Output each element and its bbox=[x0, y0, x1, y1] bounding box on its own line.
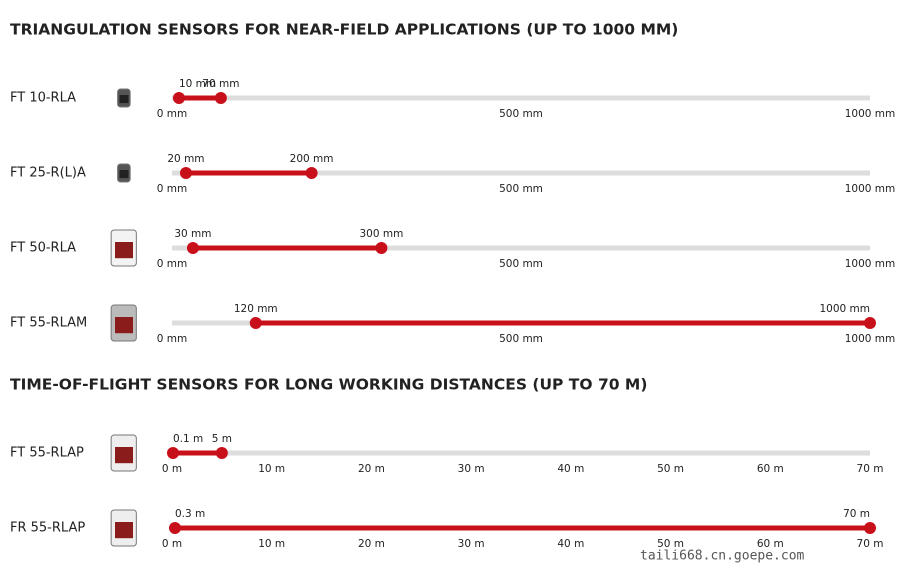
watermark: taili668.cn.goepe.com bbox=[640, 549, 805, 564]
product-lens bbox=[115, 522, 133, 539]
tick-label: 70 m bbox=[857, 463, 884, 475]
track bbox=[172, 245, 870, 251]
track bbox=[172, 450, 870, 456]
range-handle bbox=[172, 92, 185, 104]
product-image bbox=[110, 434, 137, 472]
sensor-name: FT 50-RLA bbox=[10, 241, 76, 256]
range-fill bbox=[185, 170, 312, 176]
range-fill bbox=[174, 525, 870, 531]
product-lens bbox=[115, 447, 133, 464]
range-label: 20 mm bbox=[167, 153, 204, 165]
section-title: TRIANGULATION SENSORS FOR NEAR-FIELD APP… bbox=[10, 21, 678, 39]
tick-label: 0 mm bbox=[157, 183, 187, 195]
tick-label: 60 m bbox=[757, 538, 784, 550]
tick-label: 0 mm bbox=[157, 108, 187, 120]
sensor-name: FT 25-R(L)A bbox=[10, 166, 86, 181]
tick-label: 20 m bbox=[358, 463, 385, 475]
range-label: 5 m bbox=[212, 433, 232, 445]
range-label: 10 mm bbox=[179, 78, 216, 90]
tick-label: 50 m bbox=[657, 538, 684, 550]
range-label: 70 m bbox=[843, 508, 870, 520]
tick-label: 40 m bbox=[557, 538, 584, 550]
range-handle bbox=[179, 167, 192, 179]
range-fill bbox=[255, 320, 870, 326]
tick-label: 0 mm bbox=[157, 333, 187, 345]
tick-label: 30 m bbox=[458, 463, 485, 475]
range-handle bbox=[186, 242, 199, 254]
tick-label: 500 mm bbox=[499, 183, 543, 195]
tick-label: 0 mm bbox=[157, 258, 187, 270]
range-handle bbox=[214, 92, 227, 104]
track bbox=[172, 170, 870, 176]
product-lens bbox=[119, 170, 129, 179]
product-image bbox=[110, 304, 137, 342]
tick-label: 0 m bbox=[162, 538, 182, 550]
tick-label: 1000 mm bbox=[845, 183, 896, 195]
range-label: 120 mm bbox=[234, 303, 278, 315]
range-handle bbox=[375, 242, 388, 254]
tick-label: 1000 mm bbox=[845, 333, 896, 345]
product-lens bbox=[119, 95, 129, 104]
tick-label: 500 mm bbox=[499, 108, 543, 120]
track bbox=[172, 95, 870, 101]
tick-label: 1000 mm bbox=[845, 108, 896, 120]
tick-label: 20 m bbox=[358, 538, 385, 550]
tick-label: 0 m bbox=[162, 463, 182, 475]
range-label: 200 mm bbox=[290, 153, 334, 165]
tick-label: 500 mm bbox=[499, 333, 543, 345]
range-label: 300 mm bbox=[359, 228, 403, 240]
range-handle bbox=[864, 317, 876, 329]
sensor-name: FR 55-RLAP bbox=[10, 521, 85, 536]
range-fill bbox=[178, 95, 221, 101]
sensor-name: FT 55-RLAP bbox=[10, 446, 84, 461]
range-label: 70 mm bbox=[202, 78, 239, 90]
tick-label: 1000 mm bbox=[845, 258, 896, 270]
range-label: 30 mm bbox=[174, 228, 211, 240]
tick-label: 70 m bbox=[857, 538, 884, 550]
range-label: 0.3 m bbox=[175, 508, 205, 520]
range-handle bbox=[249, 317, 262, 329]
sensor-name: FT 10-RLA bbox=[10, 91, 76, 106]
product-image bbox=[117, 163, 131, 183]
section-title: TIME-OF-FLIGHT SENSORS FOR LONG WORKING … bbox=[10, 376, 647, 394]
sensor-name: FT 55-RLAM bbox=[10, 316, 87, 331]
range-handle bbox=[215, 447, 228, 459]
tick-label: 10 m bbox=[258, 538, 285, 550]
tick-label: 30 m bbox=[458, 538, 485, 550]
tick-label: 500 mm bbox=[499, 258, 543, 270]
range-label: 0.1 m bbox=[173, 433, 203, 445]
range-fill bbox=[172, 450, 222, 456]
tick-label: 60 m bbox=[757, 463, 784, 475]
product-image bbox=[117, 88, 131, 108]
tick-label: 40 m bbox=[557, 463, 584, 475]
product-image bbox=[110, 509, 137, 547]
range-label: 1000 mm bbox=[819, 303, 870, 315]
product-image bbox=[110, 229, 137, 267]
range-handle bbox=[166, 447, 179, 459]
tick-label: 10 m bbox=[258, 463, 285, 475]
range-handle bbox=[305, 167, 318, 179]
range-handle bbox=[864, 522, 876, 534]
range-handle bbox=[168, 522, 181, 534]
product-lens bbox=[115, 317, 133, 334]
tick-label: 50 m bbox=[657, 463, 684, 475]
range-fill bbox=[192, 245, 382, 251]
product-lens bbox=[115, 242, 133, 259]
